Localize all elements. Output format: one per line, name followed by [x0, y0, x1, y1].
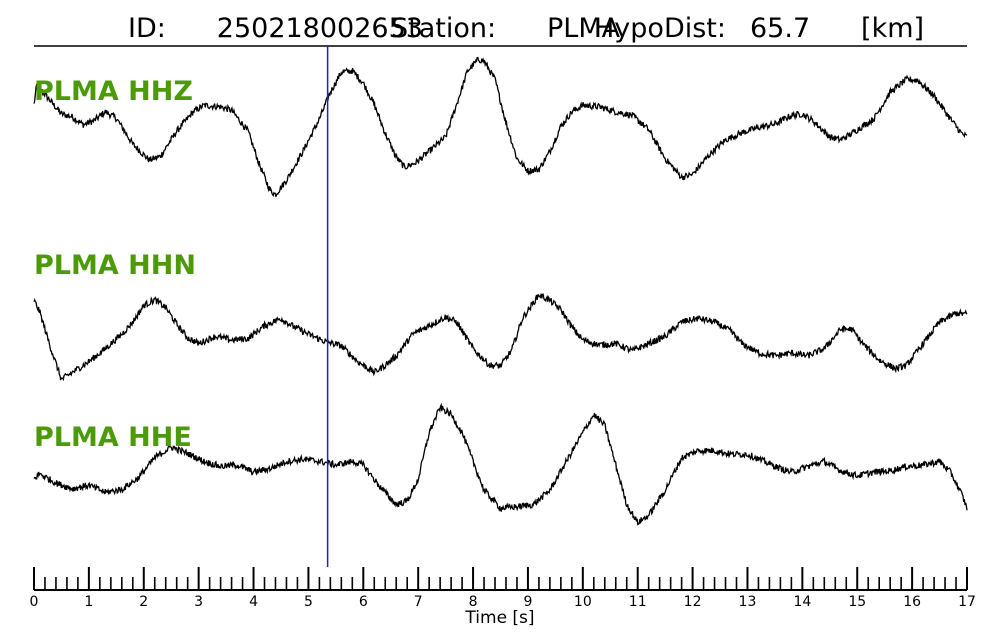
x-tick-label: 7: [414, 594, 423, 610]
title-station-value: PLMA: [547, 13, 621, 44]
x-tick-label: 2: [139, 594, 148, 610]
channel-label-hhn: PLMA HHN: [34, 250, 196, 281]
channel-label-hhz: PLMA HHZ: [34, 76, 193, 107]
x-tick-label: 3: [194, 594, 203, 610]
x-tick-label: 14: [793, 594, 811, 610]
title-dist-label: HypoDist:: [594, 13, 726, 44]
x-tick-label: 12: [684, 594, 702, 610]
x-tick-label: 1: [84, 594, 93, 610]
trace-plma-hhz: [33, 56, 968, 198]
x-tick-label: 16: [903, 594, 921, 610]
x-tick-label: 13: [739, 594, 757, 610]
title-dist-unit: [km]: [861, 13, 924, 44]
x-tick-label: 17: [958, 594, 976, 610]
trace-plma-hhe: [33, 402, 968, 526]
x-tick-label: 15: [848, 594, 866, 610]
traces-group: [33, 56, 968, 526]
x-tick-label: 5: [304, 594, 313, 610]
time-axis: 0 1 2 3 4 5 6 7 8 9 10 11 12 13 14 15 16 17: [30, 567, 976, 610]
channel-label-hhe: PLMA HHE: [34, 422, 192, 453]
title-id-label: ID:: [128, 13, 166, 44]
title-id-value: 250218002653: [217, 13, 423, 44]
x-tick-label: 10: [574, 594, 592, 610]
chart-title: ID: 250218002653 Station: PLMA HypoDist:…: [0, 13, 950, 44]
title-station-label: Station:: [391, 13, 496, 44]
x-tick-label: 9: [523, 594, 532, 610]
title-dist-value: 65.7: [750, 13, 810, 44]
x-axis-label: Time [s]: [464, 608, 534, 628]
x-tick-label: 6: [359, 594, 368, 610]
x-tick-label: 11: [629, 594, 647, 610]
trace-plma-hhn: [33, 293, 968, 382]
x-tick-label: 4: [249, 594, 258, 610]
x-tick-label: 8: [469, 594, 478, 610]
x-tick-label: 0: [30, 594, 39, 610]
